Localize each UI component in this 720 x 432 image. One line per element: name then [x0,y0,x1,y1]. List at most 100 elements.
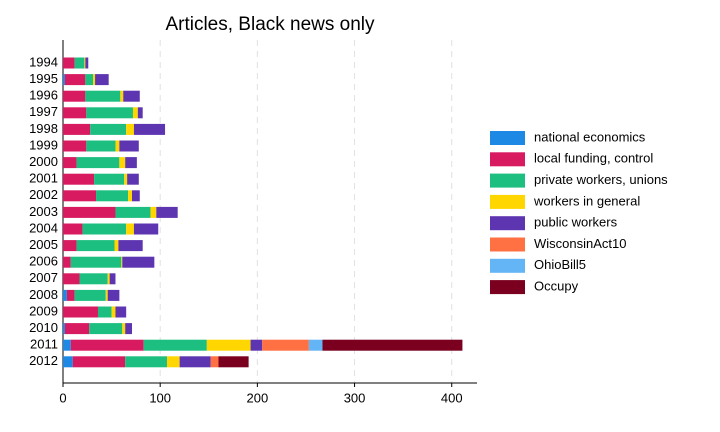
bar-segment [119,140,139,152]
x-tick-label: 200 [247,390,269,405]
bar-segment [322,339,463,351]
bar-segment [125,356,167,368]
bar-segment [308,339,323,351]
bar-segment [125,323,132,335]
bar-segment [150,206,157,218]
bar-segment [133,223,159,235]
legend-label: national economics [534,129,646,144]
y-tick-label: 2010 [29,320,58,335]
bar-segment [63,273,80,285]
bar-segment [82,223,127,235]
bar-segment [120,90,124,102]
legend-swatch [490,194,525,209]
y-tick-label: 2003 [29,204,58,219]
bar-segment [63,306,98,318]
bar-segment [63,289,67,301]
legend-label: workers in general [533,193,640,208]
bar-segment [124,173,128,185]
legend-swatch [490,280,525,295]
bar-segment [64,74,86,86]
bar-segment [76,157,120,169]
bar-segment [63,140,87,152]
bar-segment [63,206,116,218]
x-tick-label: 100 [149,390,171,405]
y-tick-label: 1994 [29,54,58,69]
bar-segment [63,256,71,268]
bar-segment [250,339,263,351]
bar-segment [89,323,123,335]
chart-title: Articles, Black news only [165,14,375,35]
y-tick-label: 2005 [29,237,58,252]
bar-segment [79,273,108,285]
legend-swatch [490,216,525,231]
bar-segment [127,173,139,185]
y-tick-label: 2006 [29,254,58,269]
legend-label: Occupy [534,279,579,294]
bar-segment [166,356,180,368]
y-tick-label: 2011 [30,337,58,352]
legend-swatch [490,237,525,252]
bar-segment [63,123,91,135]
bar-segment [262,339,309,351]
bar-segment [128,190,132,202]
bar-segment [115,306,127,318]
y-tick-label: 2004 [29,220,58,235]
bar-segment [74,289,106,301]
bar-segment [122,323,126,335]
y-tick-label: 2009 [29,303,58,318]
legend-label: WisconsinAct10 [534,236,626,251]
y-tick-label: 2000 [29,154,58,169]
y-tick-label: 1997 [29,104,58,119]
bar-segment [107,273,110,285]
y-tick-label: 1996 [29,88,58,103]
bar-segment [63,356,73,368]
bar-segment [179,356,211,368]
bar-segment [70,339,144,351]
bar-segment [63,57,75,69]
legend-label: local funding, control [534,151,653,166]
x-tick-label: 300 [344,390,366,405]
legend-swatch [490,152,525,167]
bar-segment [97,306,112,318]
bar-segment [114,240,119,252]
bar-segment [85,90,121,102]
bar-segment [63,74,65,86]
bar-segment [210,356,219,368]
bar-segment [86,107,133,119]
bar-segment [63,223,83,235]
x-tick-label: 400 [441,390,463,405]
bar-segment [156,206,178,218]
bar-segment [76,240,115,252]
bar-segment [85,57,89,69]
bar-segment [66,289,75,301]
bar-segment [115,140,120,152]
bar-segment [119,157,126,169]
bar-segment [85,74,94,86]
bar-segment [118,240,143,252]
bar-segment [63,173,95,185]
y-tick-label: 1995 [29,71,58,86]
bar-segment [84,57,86,69]
bar-segment [133,123,166,135]
bar-segment [63,240,77,252]
bar-segment [63,339,71,351]
bar-segment [218,356,249,368]
bar-segment [123,90,140,102]
bar-segment [63,157,77,169]
bar-segment [126,123,134,135]
bar-segment [94,173,125,185]
bar-segment [206,339,251,351]
bar-segment [95,74,109,86]
bar-segment [107,289,120,301]
y-tick-label: 2008 [29,287,58,302]
bar-segment [121,256,123,268]
bar-segment [90,123,127,135]
bar-segment [96,190,129,202]
bar-segment [122,256,155,268]
x-tick-label: 0 [59,390,66,405]
bar-segment [63,190,97,202]
bar-segment [70,256,122,268]
y-tick-label: 2002 [29,187,58,202]
